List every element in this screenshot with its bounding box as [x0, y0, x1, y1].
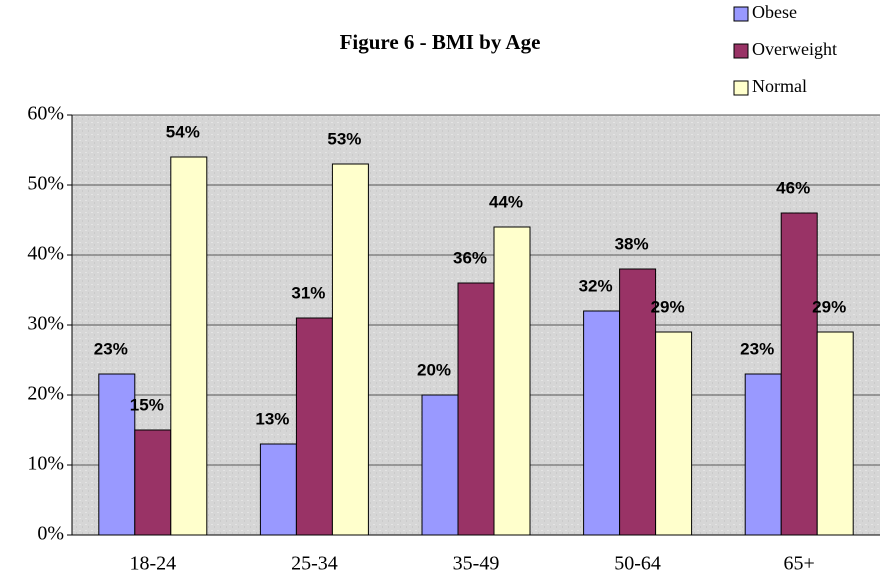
data-label: 20%: [417, 360, 451, 379]
data-label: 23%: [740, 339, 774, 358]
data-label: 44%: [489, 192, 523, 211]
bar: [134, 429, 172, 536]
x-tick-label: 65+: [784, 553, 815, 575]
data-label: 29%: [812, 297, 846, 316]
data-label: 15%: [130, 395, 164, 414]
y-tick-label: 50%: [27, 173, 64, 195]
bar: [655, 331, 693, 536]
x-tick-label: 18-24: [129, 553, 176, 575]
y-tick-label: 60%: [27, 103, 64, 125]
bar: [331, 163, 369, 536]
chart-title: Figure 6 - BMI by Age: [340, 30, 541, 54]
data-label: 29%: [651, 297, 685, 316]
bar: [744, 373, 782, 536]
x-tick-label: 35-49: [453, 553, 500, 575]
legend-swatch: [733, 80, 749, 96]
x-tick-label: 50-64: [614, 553, 661, 575]
legend-label: Normal: [752, 76, 807, 96]
y-tick-label: 40%: [27, 243, 64, 265]
data-label: 54%: [166, 122, 200, 141]
data-label: 46%: [776, 178, 810, 197]
bar: [170, 156, 208, 536]
y-tick-label: 30%: [27, 313, 64, 335]
bar: [421, 394, 459, 536]
legend-label: Overweight: [752, 39, 837, 59]
data-label: 31%: [291, 283, 325, 302]
bar: [493, 226, 531, 536]
x-tick-label: 25-34: [291, 553, 338, 575]
data-label: 23%: [94, 339, 128, 358]
bar: [619, 268, 657, 536]
bar: [583, 310, 621, 536]
y-tick-label: 10%: [27, 453, 64, 475]
y-tick-label: 20%: [27, 383, 64, 405]
data-label: 36%: [453, 248, 487, 267]
data-label: 32%: [579, 276, 613, 295]
bar: [780, 212, 818, 536]
y-tick-label: 0%: [37, 523, 64, 545]
legend-label: Obese: [752, 2, 797, 22]
legend-swatch: [733, 43, 749, 59]
data-label: 38%: [615, 234, 649, 253]
data-label: 13%: [255, 409, 289, 428]
bar: [259, 443, 297, 536]
bar: [816, 331, 854, 536]
bar: [457, 282, 495, 536]
bar: [295, 317, 333, 536]
legend-swatch: [733, 6, 749, 22]
data-label: 53%: [327, 129, 361, 148]
